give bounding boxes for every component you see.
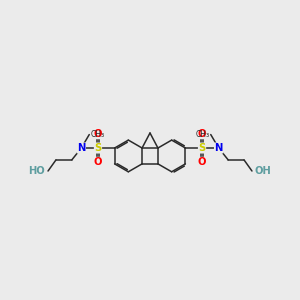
Text: O: O	[198, 129, 206, 139]
Text: OH: OH	[255, 166, 272, 176]
Text: S: S	[198, 143, 206, 153]
Text: O: O	[198, 157, 206, 167]
Text: N: N	[77, 143, 86, 153]
Text: CH₃: CH₃	[196, 130, 210, 139]
Text: N: N	[214, 143, 223, 153]
Text: O: O	[94, 129, 102, 139]
Text: CH₃: CH₃	[90, 130, 104, 139]
Text: S: S	[94, 143, 102, 153]
Text: HO: HO	[28, 166, 45, 176]
Text: O: O	[94, 157, 102, 167]
